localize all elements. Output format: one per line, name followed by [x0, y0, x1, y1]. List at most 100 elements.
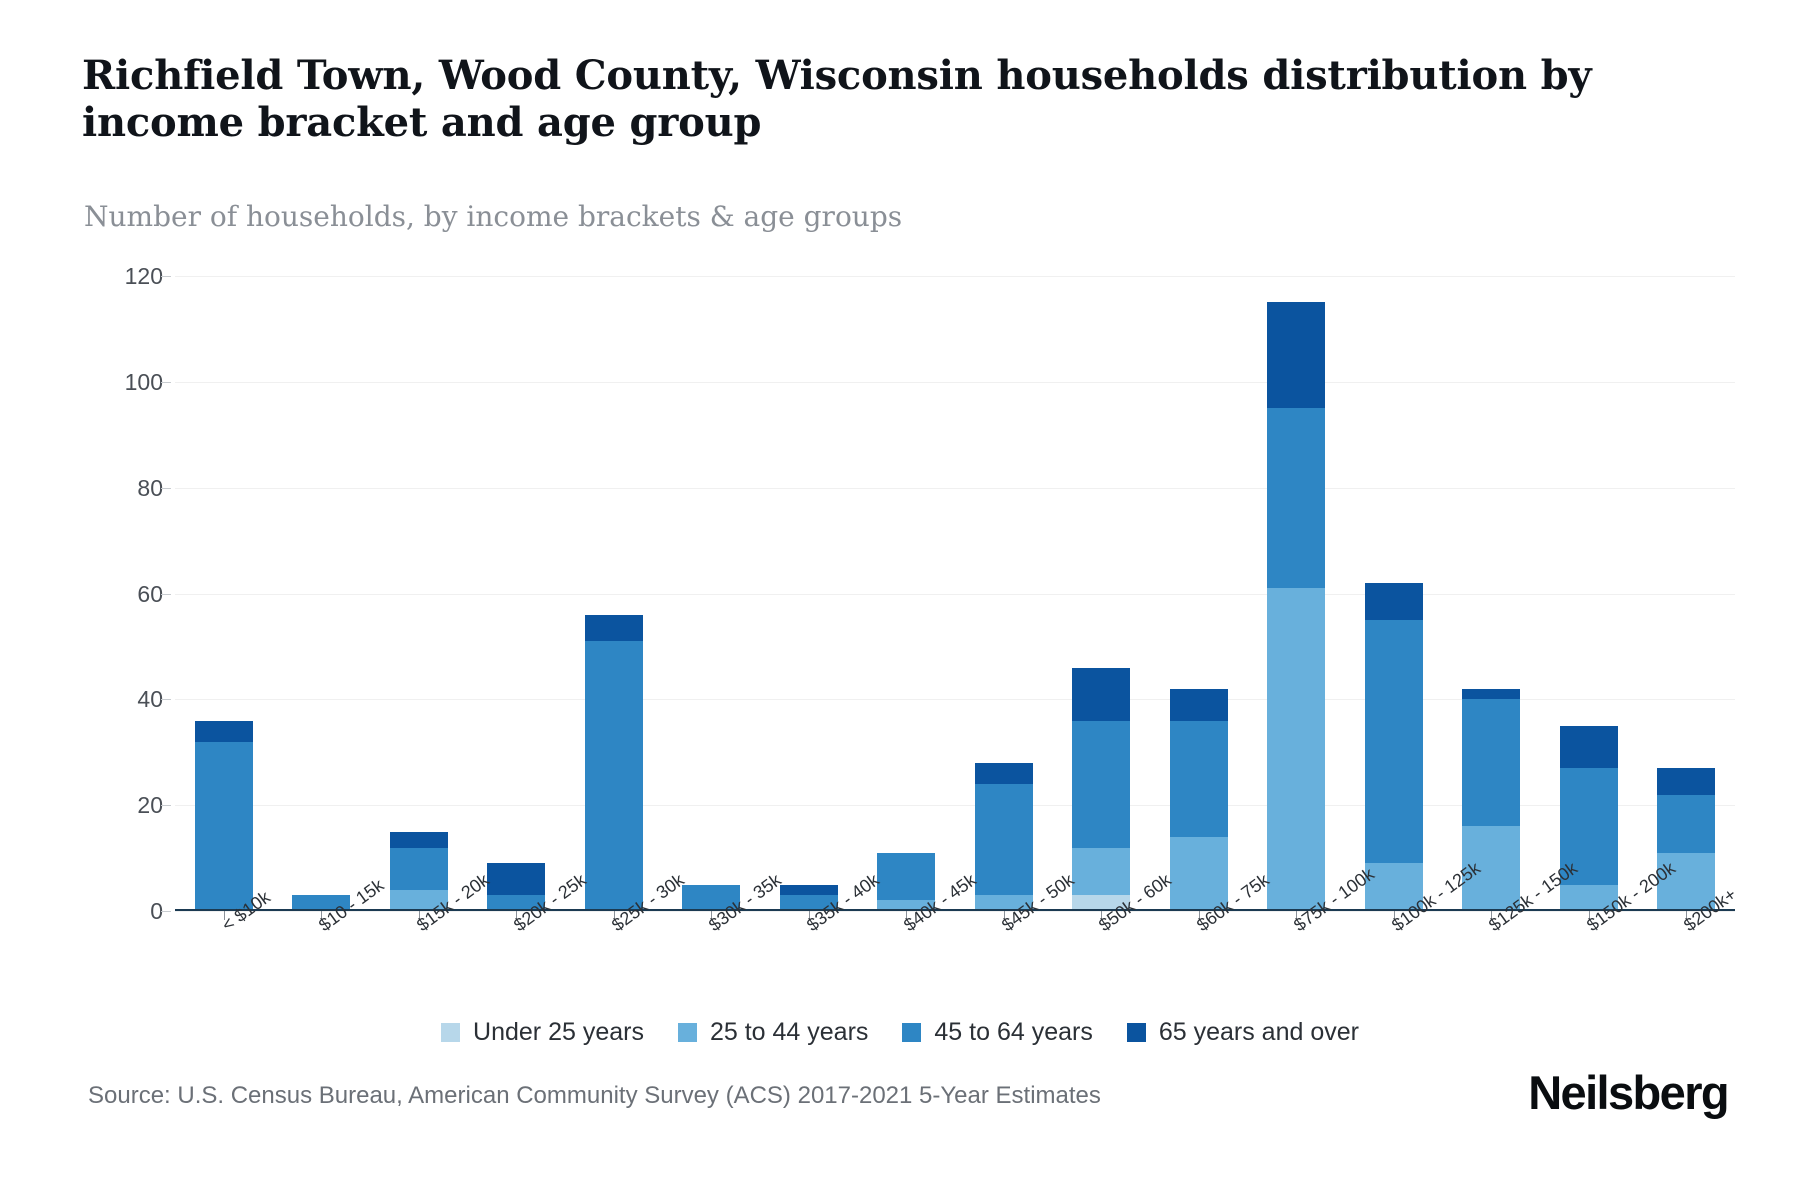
- bar-segment[interactable]: [974, 895, 1033, 911]
- bar-segment[interactable]: [1364, 619, 1423, 864]
- chart-legend: Under 25 years 25 to 44 years 45 to 64 yea…: [0, 1018, 1800, 1047]
- bar-slot[interactable]: [1150, 276, 1248, 920]
- bar-slot[interactable]: [565, 276, 663, 920]
- bar-segment[interactable]: [1462, 826, 1521, 911]
- bar-slot[interactable]: [1053, 276, 1151, 920]
- legend-item[interactable]: 65 years and over: [1126, 1018, 1359, 1047]
- bar-segment[interactable]: [389, 831, 448, 848]
- bar-segment[interactable]: [487, 895, 546, 911]
- bar-slot[interactable]: [1345, 276, 1443, 920]
- bar-slot[interactable]: [1540, 276, 1638, 920]
- bar-segment[interactable]: [1169, 836, 1228, 911]
- legend-item[interactable]: Under 25 years: [441, 1018, 644, 1047]
- legend-item[interactable]: 45 to 64 years: [902, 1018, 1093, 1047]
- bar-stack[interactable]: [1169, 688, 1228, 911]
- bar-stack[interactable]: [974, 762, 1033, 911]
- gridline: [175, 911, 1735, 912]
- bar-slot[interactable]: [858, 276, 956, 920]
- legend-swatch-icon: [441, 1023, 461, 1042]
- bar-stack[interactable]: [1657, 768, 1716, 911]
- bar-stack[interactable]: [1072, 667, 1131, 911]
- bar-segment[interactable]: [1267, 408, 1326, 589]
- bar-segment[interactable]: [389, 847, 448, 890]
- bar-slot[interactable]: [1443, 276, 1541, 920]
- gridline: [175, 381, 1735, 383]
- plot-area: 0 20 40 60 80 100 120: [125, 263, 1736, 924]
- bar-segment[interactable]: [292, 895, 351, 911]
- source-note: Source: U.S. Census Bureau, American Com…: [88, 1082, 1101, 1109]
- bar-stack[interactable]: [487, 863, 546, 911]
- bar-stack[interactable]: [389, 831, 448, 911]
- gridline: [175, 805, 1735, 807]
- y-axis-tick-label: 60: [137, 580, 163, 607]
- x-axis-label-slot: $15k - 20k: [370, 870, 493, 1035]
- x-axis-tick-mark: [1686, 911, 1688, 920]
- x-axis-label-slot: $125k - 150k: [1443, 858, 1581, 1035]
- bar-segment[interactable]: [1072, 895, 1131, 911]
- bar-segment[interactable]: [779, 895, 838, 911]
- bar-segment[interactable]: [1462, 699, 1521, 827]
- y-axis-tick-label: 100: [124, 368, 163, 395]
- bar-segment[interactable]: [1072, 667, 1131, 721]
- bar-segment[interactable]: [974, 762, 1033, 784]
- bar-segment[interactable]: [1657, 768, 1716, 795]
- bar-stack[interactable]: [1462, 688, 1521, 911]
- x-axis-label-slot: < $10k: [175, 887, 274, 1035]
- bar-segment[interactable]: [1559, 725, 1618, 769]
- legend-label: 25 to 44 years: [709, 1018, 869, 1046]
- y-axis-tick-mark: [161, 381, 171, 383]
- bar-segment[interactable]: [389, 889, 448, 911]
- x-axis-tick-mark: [418, 911, 420, 920]
- bar-stack[interactable]: [682, 884, 741, 911]
- bar-segment[interactable]: [877, 900, 936, 911]
- bar-slot[interactable]: [1248, 276, 1346, 920]
- bar-segment[interactable]: [682, 884, 741, 911]
- bar-segment[interactable]: [1267, 588, 1326, 911]
- x-axis-label-slot: $30k - 35k: [663, 870, 785, 1035]
- bar-slot[interactable]: [370, 276, 468, 920]
- bar-segment[interactable]: [1657, 794, 1716, 853]
- bar-segment[interactable]: [1657, 852, 1716, 911]
- gridline: [175, 593, 1735, 595]
- gridline: [175, 699, 1735, 701]
- bar-segment[interactable]: [194, 720, 253, 742]
- bar-segment[interactable]: [974, 784, 1033, 896]
- bar-segment[interactable]: [1267, 302, 1326, 409]
- bar-segment[interactable]: [877, 852, 936, 901]
- bar-segment[interactable]: [194, 741, 253, 911]
- x-axis-line: [175, 909, 1735, 911]
- bar-slot[interactable]: [955, 276, 1053, 920]
- bar-stack[interactable]: [779, 884, 838, 911]
- bar-segment[interactable]: [1559, 768, 1618, 885]
- bar-stack[interactable]: [584, 614, 643, 911]
- bar-segment[interactable]: [584, 614, 643, 642]
- bar-stack[interactable]: [292, 895, 351, 911]
- bar-segment[interactable]: [584, 641, 643, 911]
- bar-slot[interactable]: [663, 276, 761, 920]
- legend-label: Under 25 years: [473, 1018, 644, 1046]
- legend-item[interactable]: 25 to 44 years: [677, 1018, 869, 1047]
- bar-segment[interactable]: [1559, 884, 1618, 911]
- x-axis-label-slot: $45k - 50k: [955, 870, 1078, 1035]
- bar-segment[interactable]: [487, 863, 546, 896]
- bar-slot[interactable]: [175, 276, 273, 920]
- bar-slot[interactable]: [273, 276, 371, 920]
- bar-segment[interactable]: [1462, 688, 1521, 700]
- bar-stack[interactable]: [1267, 302, 1326, 911]
- bar-stack[interactable]: [877, 852, 936, 911]
- bar-segment[interactable]: [1169, 720, 1228, 837]
- bar-segment[interactable]: [779, 884, 838, 896]
- bar-segment[interactable]: [1169, 688, 1228, 721]
- bar-segment[interactable]: [1072, 720, 1131, 848]
- bar-stack[interactable]: [1559, 725, 1618, 911]
- bar-segment[interactable]: [1364, 582, 1423, 620]
- bar-segment[interactable]: [1364, 863, 1423, 911]
- bar-slot[interactable]: [760, 276, 858, 920]
- x-axis-tick-mark: [1393, 911, 1395, 920]
- bar-stack[interactable]: [1364, 582, 1423, 911]
- bar-segment[interactable]: [1072, 847, 1131, 896]
- x-axis-label-slot: $60k - 75k: [1150, 870, 1273, 1035]
- bar-stack[interactable]: [194, 720, 253, 911]
- bar-slot[interactable]: [468, 276, 566, 920]
- bar-slot[interactable]: [1638, 276, 1736, 920]
